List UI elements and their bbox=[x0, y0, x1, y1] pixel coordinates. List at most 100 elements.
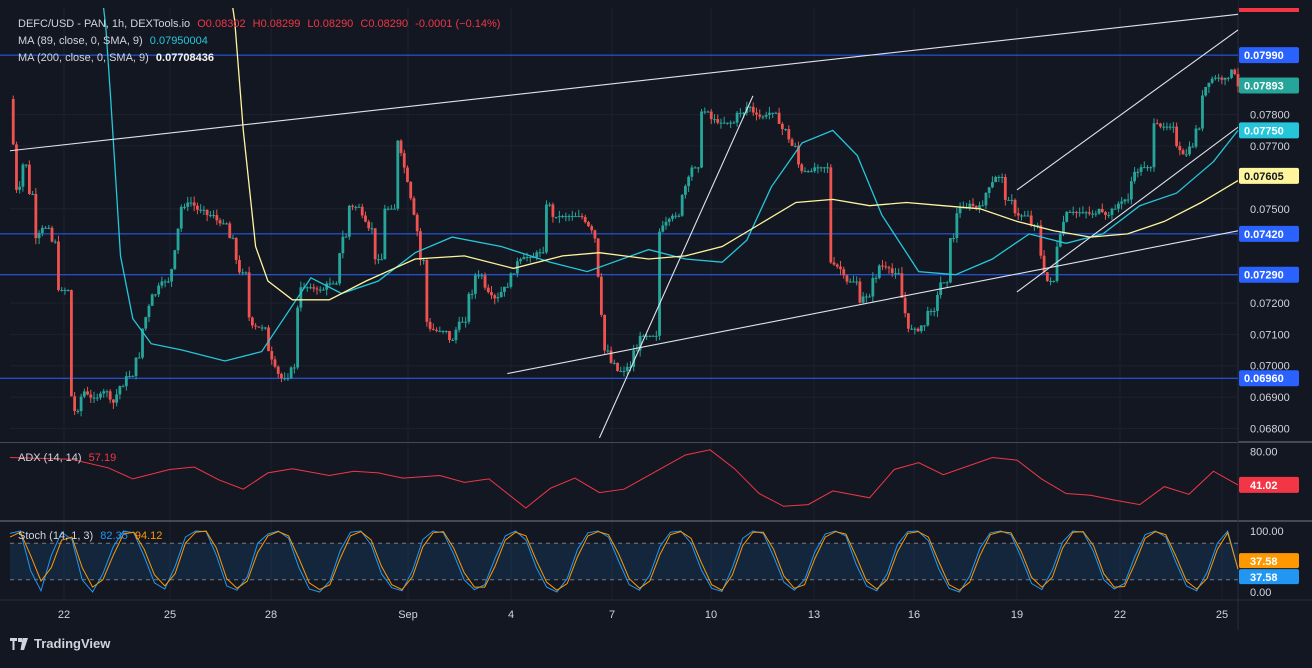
candle-body bbox=[270, 351, 274, 360]
adx-label: ADX (14, 14) bbox=[18, 452, 82, 464]
stoch-label: Stoch (14, 1, 3) bbox=[18, 530, 94, 542]
candle-body bbox=[632, 350, 636, 367]
bearish-candle bbox=[273, 356, 277, 369]
bullish-candle bbox=[79, 393, 83, 417]
candle-body bbox=[609, 350, 613, 363]
bullish-candle bbox=[819, 166, 823, 172]
candle-body bbox=[1020, 215, 1023, 217]
candle-body bbox=[729, 122, 733, 124]
bullish-candle bbox=[726, 122, 729, 125]
time-tick-label: 10 bbox=[705, 609, 717, 621]
bullish-candle bbox=[176, 228, 180, 254]
bullish-candle bbox=[105, 389, 109, 398]
bullish-candle bbox=[813, 162, 817, 173]
bullish-candle bbox=[874, 275, 878, 283]
bullish-candle bbox=[166, 277, 170, 284]
candle-body bbox=[1003, 176, 1007, 200]
bullish-candle bbox=[292, 363, 296, 374]
bearish-candle bbox=[218, 217, 222, 227]
ma200-legend[interactable]: MA (200, close, 0, SMA, 9) 0.07708436 bbox=[18, 51, 218, 65]
candle-body bbox=[431, 328, 435, 330]
candle-body bbox=[163, 281, 167, 283]
candle-body bbox=[189, 202, 193, 204]
bullish-candle bbox=[1117, 201, 1120, 213]
bearish-candle bbox=[551, 202, 555, 223]
candle-body bbox=[121, 386, 125, 388]
candle-body bbox=[884, 266, 888, 268]
candle-body bbox=[1210, 78, 1214, 83]
bearish-candle bbox=[431, 323, 435, 331]
candle-body bbox=[700, 111, 703, 168]
bullish-candle bbox=[1226, 76, 1230, 82]
bearish-candle bbox=[435, 327, 438, 333]
bearish-candle bbox=[1236, 68, 1240, 93]
adx-legend[interactable]: ADX (14, 14) 57.19 bbox=[18, 451, 120, 465]
bearish-candle bbox=[1104, 210, 1107, 220]
candle-body bbox=[254, 325, 257, 327]
candle-body bbox=[18, 186, 22, 190]
candle-body bbox=[364, 215, 367, 222]
candle-body bbox=[919, 325, 923, 332]
candle-body bbox=[874, 277, 878, 279]
bearish-candle bbox=[887, 265, 891, 274]
bullish-candle bbox=[541, 246, 545, 254]
bearish-candle bbox=[1220, 75, 1224, 85]
candle-body bbox=[784, 129, 787, 131]
bearish-candle bbox=[755, 107, 758, 121]
bearish-candle bbox=[971, 198, 975, 209]
bearish-candle bbox=[832, 256, 836, 266]
candle-body bbox=[541, 252, 545, 254]
candle-body bbox=[448, 330, 451, 341]
bearish-candle bbox=[835, 263, 839, 269]
bullish-candle bbox=[63, 287, 67, 295]
tradingview-footer[interactable]: TradingView bbox=[10, 636, 110, 651]
candle-body bbox=[234, 238, 238, 261]
candle-body bbox=[1087, 212, 1091, 214]
bearish-candle bbox=[270, 346, 274, 365]
symbol-title[interactable]: DEFC/USD - PAN, 1h, DEXTools.io bbox=[18, 18, 191, 30]
bullish-candle bbox=[919, 325, 923, 334]
price-tick-label: 0.06800 bbox=[1250, 423, 1290, 435]
candle-body bbox=[726, 122, 729, 124]
adx-line bbox=[9, 449, 1239, 509]
candle-body bbox=[367, 221, 371, 229]
bullish-candle bbox=[806, 169, 810, 173]
bullish-candle bbox=[118, 385, 122, 400]
bullish-candle bbox=[1213, 75, 1217, 81]
tradingview-logo-icon bbox=[10, 637, 28, 650]
price-badge: 0.07750 bbox=[1244, 125, 1284, 137]
candle-body bbox=[212, 215, 215, 217]
bearish-candle bbox=[916, 327, 920, 333]
candle-body bbox=[887, 267, 891, 269]
bearish-candle bbox=[112, 398, 115, 409]
bullish-candle bbox=[1139, 164, 1143, 176]
bullish-candle bbox=[548, 202, 552, 207]
bullish-candle bbox=[128, 370, 131, 378]
bullish-candle bbox=[444, 330, 448, 334]
ma89-legend[interactable]: MA (89, close, 0, SMA, 9) 0.07950004 bbox=[18, 34, 212, 48]
candle-body bbox=[370, 228, 374, 230]
candle-body bbox=[276, 366, 280, 374]
bullish-candle bbox=[855, 276, 859, 286]
candle-body bbox=[1230, 69, 1233, 78]
bullish-candle bbox=[674, 212, 678, 219]
candle-body bbox=[186, 202, 190, 207]
stoch-legend[interactable]: Stoch (14, 1, 3) 82.35 94.12 bbox=[18, 529, 166, 543]
candle-body bbox=[166, 281, 170, 283]
bullish-candle bbox=[1107, 211, 1111, 219]
candle-body bbox=[99, 393, 102, 398]
candle-body bbox=[1081, 212, 1085, 214]
candle-body bbox=[570, 216, 574, 218]
bullish-candle bbox=[131, 375, 135, 378]
candle-body bbox=[1223, 77, 1227, 80]
bullish-candle bbox=[1113, 204, 1117, 210]
bearish-candle bbox=[57, 235, 60, 292]
ma200-label: MA (200, close, 0, SMA, 9) bbox=[18, 52, 149, 64]
candle-body bbox=[157, 285, 161, 295]
candle-body bbox=[176, 228, 180, 251]
bullish-candle bbox=[955, 207, 959, 243]
candle-body bbox=[793, 145, 797, 147]
candle-body bbox=[415, 214, 419, 232]
bullish-candle bbox=[263, 326, 267, 331]
